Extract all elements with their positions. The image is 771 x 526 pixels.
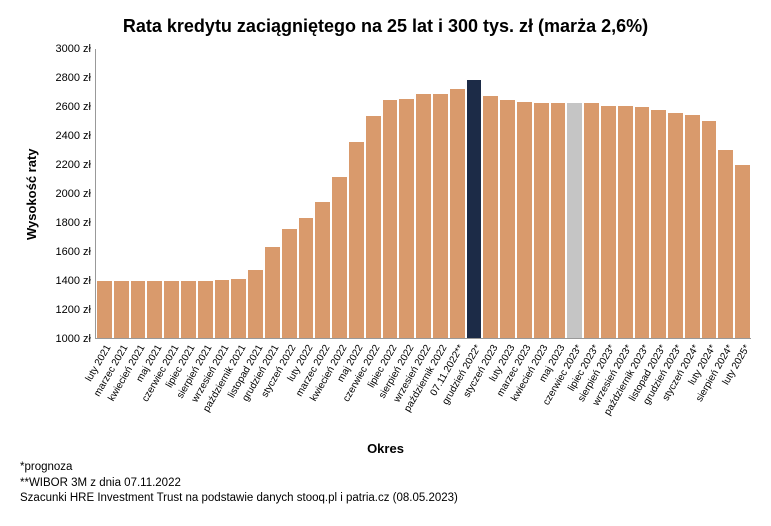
y-tick: 1600 zł: [56, 246, 91, 258]
y-tick: 3000 zł: [56, 43, 91, 55]
bar: [618, 106, 633, 338]
bar: [433, 94, 448, 338]
bar: [181, 281, 196, 338]
y-tick: 2600 zł: [56, 101, 91, 113]
bar: [315, 202, 330, 338]
bar: [416, 94, 431, 338]
bar: [97, 281, 112, 338]
bar: [248, 270, 263, 338]
bar: [332, 177, 347, 338]
y-tick: 1800 zł: [56, 217, 91, 229]
bar: [718, 150, 733, 339]
bar: [551, 103, 566, 338]
y-tick: 2000 zł: [56, 188, 91, 200]
x-tick: styczeń 2024*: [685, 339, 700, 439]
bar: [147, 281, 162, 338]
x-tick: luty 2025*: [735, 339, 750, 439]
bar: [265, 247, 280, 338]
bar: [483, 96, 498, 338]
y-tick: 2800 zł: [56, 72, 91, 84]
bar: [735, 165, 750, 338]
y-tick: 1000 zł: [56, 333, 91, 345]
bar: [651, 110, 666, 338]
x-tick: styczeń 2022: [282, 339, 297, 439]
footnotes: *prognoza **WIBOR 3M z dnia 07.11.2022 S…: [20, 460, 751, 507]
bars-region: [95, 49, 751, 339]
bar: [517, 102, 532, 338]
x-tick: kwiecień 2022: [332, 339, 347, 439]
bar: [114, 281, 129, 338]
footnote-1: *prognoza: [20, 460, 751, 476]
bar: [467, 80, 482, 338]
bar: [164, 281, 179, 338]
y-tick: 1200 zł: [56, 304, 91, 316]
bar: [702, 121, 717, 339]
y-tick: 2400 zł: [56, 130, 91, 142]
chart-container: Rata kredytu zaciągniętego na 25 lat i 3…: [0, 0, 771, 526]
x-tick: sierpień 2024*: [718, 339, 733, 439]
bar: [349, 142, 364, 338]
chart-title: Rata kredytu zaciągniętego na 25 lat i 3…: [20, 16, 751, 37]
chart-plot-area: Wysokość raty 1000 zł1200 zł1400 zł1600 …: [20, 49, 751, 339]
bar: [601, 106, 616, 338]
y-tick: 2200 zł: [56, 159, 91, 171]
bar: [215, 280, 230, 338]
bar: [584, 103, 599, 338]
bar: [450, 89, 465, 338]
bar: [635, 107, 650, 338]
y-axis: 1000 zł1200 zł1400 zł1600 zł1800 zł2000 …: [39, 49, 95, 339]
bar: [567, 103, 582, 338]
bar: [399, 99, 414, 338]
bar: [198, 281, 213, 338]
bar: [668, 113, 683, 338]
bar: [282, 229, 297, 338]
x-axis: luty 2021marzec 2021kwiecień 2021maj 202…: [96, 339, 751, 439]
bar: [383, 100, 398, 338]
bar: [685, 115, 700, 338]
x-tick: kwiecień 2021: [131, 339, 146, 439]
bar: [534, 103, 549, 338]
bar: [500, 100, 515, 338]
bar: [231, 279, 246, 338]
x-tick: kwiecień 2023: [534, 339, 549, 439]
y-axis-label: Wysokość raty: [20, 49, 39, 339]
bar: [299, 218, 314, 338]
footnote-2: **WIBOR 3M z dnia 07.11.2022: [20, 476, 751, 492]
bar: [131, 281, 146, 338]
x-axis-label: Okres: [20, 441, 751, 456]
footnote-3: Szacunki HRE Investment Trust na podstaw…: [20, 491, 751, 507]
y-tick: 1400 zł: [56, 275, 91, 287]
bar: [366, 116, 381, 338]
